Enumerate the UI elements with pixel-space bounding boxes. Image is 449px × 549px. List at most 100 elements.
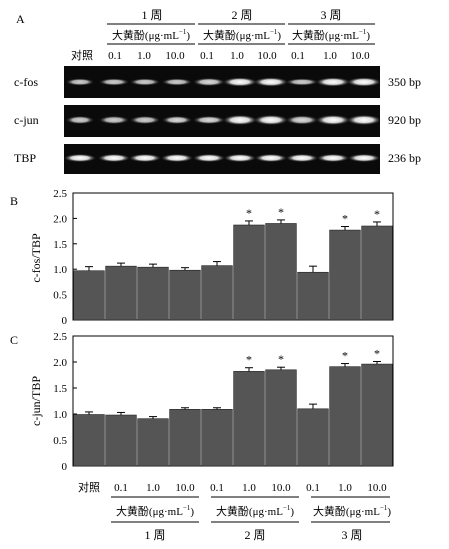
gel-band: [162, 78, 192, 86]
bar: [105, 414, 137, 467]
gel-band: [254, 77, 288, 87]
gene-label: c-fos: [14, 75, 38, 89]
gene-label: c-jun: [14, 113, 39, 127]
bar: [105, 265, 137, 321]
gel-band: [161, 154, 193, 162]
gel-images: c-fos 350 bp c-jun 920 bp TBP 236 bp: [14, 66, 421, 174]
gel-band: [223, 77, 257, 87]
gel-row-tbp: TBP 236 bp: [14, 144, 421, 174]
lane-label-dose: 0.1: [200, 50, 214, 62]
gel-band: [130, 78, 160, 86]
gel-band: [98, 154, 130, 162]
y-tick-label: 1.5: [53, 239, 67, 251]
bar-chart-c: 0 0.5 1.0 1.5 2.0 2.5 c-jun/TBP * * * *: [29, 331, 394, 473]
panel-label-a: A: [16, 12, 25, 26]
significance-star: *: [246, 206, 252, 220]
lane-label-dose: 1.0: [323, 50, 337, 62]
category-label-dose: 10.0: [175, 482, 195, 494]
plot-frame: [72, 335, 394, 467]
bar: [329, 366, 361, 467]
gel-band: [317, 154, 349, 162]
lane-label-dose: 10.0: [350, 50, 370, 62]
gel-band: [130, 116, 160, 124]
band-size-label: 236 bp: [388, 151, 421, 165]
lane-labels: 对照 0.1 1.0 10.0 0.1 1.0 10.0 0.1 1.0 10.0: [71, 48, 370, 62]
y-axis-label: c-fos/TBP: [29, 233, 43, 283]
category-label-dose: 0.1: [210, 482, 224, 494]
gel-band: [347, 77, 381, 87]
bar: [329, 229, 361, 321]
significance-star: *: [374, 207, 380, 221]
bar: [265, 223, 297, 321]
bar-charts: 0 0.5 1.0 1.5 2.0 2.5 c-fos/TBP * * * * 0 0.5 1.0 1.5 2…: [29, 188, 394, 473]
gel-band: [66, 116, 94, 124]
lane-label-dose: 10.0: [257, 50, 277, 62]
bar: [233, 371, 265, 467]
lane-label-dose: 1.0: [230, 50, 244, 62]
gel-band: [193, 116, 225, 124]
bar: [361, 363, 393, 467]
y-tick-label: 1.0: [53, 409, 67, 421]
lane-label-dose: 1.0: [137, 50, 151, 62]
y-tick-label: 0.5: [53, 290, 67, 302]
y-tick-label: 2.5: [53, 188, 67, 200]
y-axis-label: c-jun/TBP: [29, 376, 43, 426]
dose-unit-label: 大黄酚(μg·mL−1): [313, 504, 391, 518]
band-size-label: 920 bp: [388, 113, 421, 127]
gel-band: [286, 154, 318, 162]
bar: [297, 408, 329, 467]
week-label: 1 周: [141, 8, 162, 22]
gene-label: TBP: [14, 151, 36, 165]
week-label: 2 周: [244, 528, 265, 542]
gel-band: [223, 115, 257, 125]
bar: [137, 266, 169, 321]
significance-star: *: [342, 212, 348, 226]
plot-frame: [72, 192, 394, 321]
gel-band: [347, 115, 381, 125]
y-tick-label: 2.0: [53, 213, 67, 225]
dose-unit-label: 大黄酚(μg·mL−1): [112, 28, 190, 42]
y-tick-label: 1.5: [53, 383, 67, 395]
bar: [137, 418, 169, 467]
gel-band: [129, 154, 161, 162]
bar: [73, 414, 105, 467]
bar: [201, 265, 233, 321]
lane-label-control: 对照: [71, 48, 93, 62]
gel-band: [66, 78, 94, 86]
bar: [201, 409, 233, 467]
category-label-dose: 1.0: [338, 482, 352, 494]
bar-chart-b: 0 0.5 1.0 1.5 2.0 2.5 c-fos/TBP * * * *: [29, 188, 394, 327]
week-label: 3 周: [320, 8, 341, 22]
panel-label-b: B: [10, 194, 18, 208]
gel-band: [286, 115, 318, 125]
panel-label-c: C: [10, 333, 18, 347]
gel-band: [64, 154, 96, 162]
gel-band: [99, 78, 129, 86]
lane-label-dose: 0.1: [291, 50, 305, 62]
category-label-dose: 10.0: [367, 482, 387, 494]
gel-band: [255, 154, 287, 162]
week-label: 2 周: [231, 8, 252, 22]
significance-star: *: [278, 352, 284, 366]
category-label-dose: 1.0: [242, 482, 256, 494]
gel-band: [193, 154, 225, 162]
category-label-dose: 10.0: [271, 482, 291, 494]
gel-band: [99, 116, 129, 124]
week-label: 3 周: [341, 528, 362, 542]
category-label-dose: 1.0: [146, 482, 160, 494]
significance-star: *: [278, 205, 284, 219]
bar: [297, 271, 329, 321]
bar: [361, 225, 393, 321]
dose-unit-label: 大黄酚(μg·mL−1): [116, 504, 194, 518]
y-tick-label: 2.5: [53, 331, 67, 343]
gel-row-c-fos: c-fos 350 bp: [14, 66, 421, 98]
gel-band: [316, 115, 350, 125]
bar: [169, 409, 201, 467]
y-tick-label: 1.0: [53, 264, 67, 276]
band-size-label: 350 bp: [388, 75, 421, 89]
gel-band: [316, 77, 350, 87]
category-label-dose: 0.1: [306, 482, 320, 494]
gel-band: [224, 154, 256, 162]
gel-band: [254, 115, 288, 125]
